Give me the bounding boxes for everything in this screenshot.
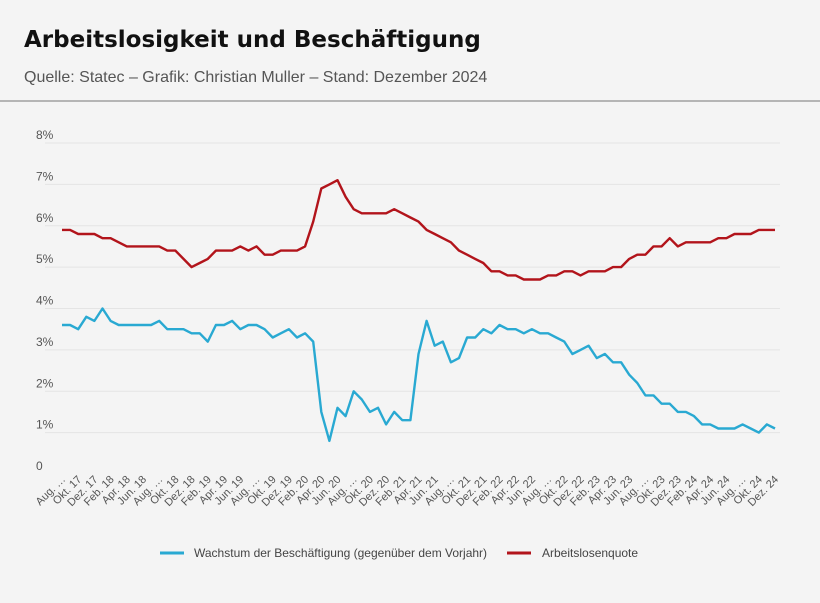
legend-label-employment: Wachstum der Beschäftigung (gegenüber de…	[194, 546, 487, 560]
legend-item-employment[interactable]: Wachstum der Beschäftigung (gegenüber de…	[160, 546, 487, 560]
y-tick-label: 1%	[36, 418, 54, 432]
y-tick-label: 8%	[36, 128, 54, 142]
y-tick-label: 3%	[36, 335, 54, 349]
legend-item-unemployment[interactable]: Arbeitslosenquote	[507, 546, 638, 560]
y-tick-label: 0	[36, 459, 43, 473]
y-tick-label: 6%	[36, 211, 54, 225]
chart-subtitle: Quelle: Statec – Grafik: Christian Mulle…	[24, 69, 487, 86]
series-line-employment-growth	[62, 307, 776, 443]
y-tick-label: 5%	[36, 252, 54, 266]
y-axis: 0 1% 2% 3% 4% 5% 6% 7% 8%	[36, 128, 54, 473]
chart-title: Arbeitslosigkeit und Beschäftigung	[24, 27, 481, 53]
legend: Wachstum der Beschäftigung (gegenüber de…	[160, 546, 638, 560]
y-tick-label: 2%	[36, 376, 54, 390]
legend-label-unemployment: Arbeitslosenquote	[542, 546, 638, 560]
series-lines	[62, 179, 776, 443]
y-tick-label: 7%	[36, 169, 54, 183]
header-divider	[0, 100, 820, 102]
series-line-unemployment-rate	[62, 179, 775, 281]
gridlines	[45, 142, 780, 434]
y-tick-label: 4%	[36, 294, 54, 308]
